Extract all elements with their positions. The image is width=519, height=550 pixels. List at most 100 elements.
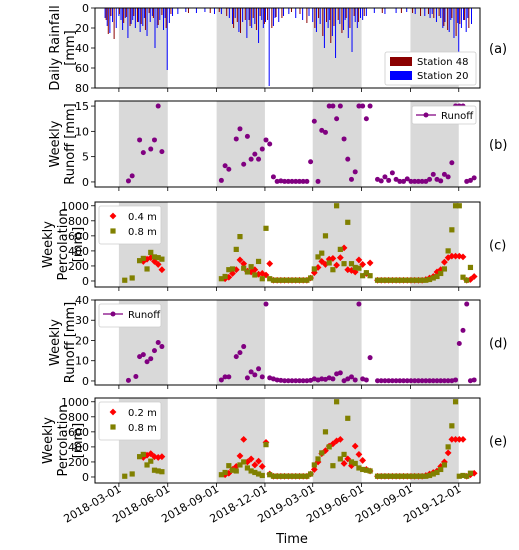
data-point [334, 203, 340, 209]
data-point [248, 369, 254, 375]
data-point [412, 178, 418, 184]
data-point [389, 378, 395, 384]
data-point [270, 473, 277, 479]
data-point [419, 178, 425, 184]
data-point [341, 451, 347, 458]
y-tick-label: 400 [68, 245, 89, 258]
panel-c: 0 200 400 600 800 1000 (c) WeeklyPercolation[mm… [41, 200, 506, 291]
data-point [151, 254, 158, 260]
shaded-season [312, 8, 362, 88]
data-point [430, 275, 436, 281]
data-point [125, 178, 131, 184]
data-point [386, 177, 392, 183]
data-point [255, 258, 262, 265]
data-point [455, 435, 463, 443]
panel-e: 0 200 400 600 800 1000 (e) WeeklyPercolation[mm… [41, 396, 507, 487]
legend-swatch [390, 71, 412, 80]
data-point [263, 442, 269, 448]
data-point [267, 276, 273, 282]
data-point [441, 462, 448, 468]
data-point [401, 378, 407, 384]
data-point [140, 451, 146, 458]
y-tick-label: 800 [68, 411, 89, 424]
legend-swatch [390, 57, 412, 66]
data-point [438, 378, 444, 384]
data-point [378, 178, 384, 184]
data-point [445, 378, 451, 384]
data-point [352, 264, 358, 271]
data-point [270, 174, 276, 180]
data-point [345, 376, 351, 382]
data-point [304, 277, 310, 283]
data-point [155, 103, 161, 109]
data-point [289, 378, 295, 384]
data-point [360, 273, 366, 279]
data-point [158, 453, 166, 461]
legend-marker [109, 212, 117, 220]
data-point [315, 178, 321, 184]
data-point [258, 463, 266, 470]
data-point [285, 178, 291, 184]
shaded-season [118, 101, 168, 187]
data-point [449, 378, 455, 384]
data-point [259, 276, 265, 282]
data-point [229, 467, 236, 473]
data-point [314, 458, 322, 466]
data-point [289, 277, 295, 283]
data-point [285, 277, 291, 283]
y-axis-label-line: [mm] [71, 227, 86, 262]
data-point [467, 177, 473, 183]
data-point [151, 467, 158, 473]
data-point [438, 178, 444, 184]
panel-label: (e) [489, 435, 507, 450]
data-point [460, 327, 466, 333]
legend-label: 0.4 m [128, 212, 157, 223]
data-point [326, 444, 332, 450]
data-point [308, 159, 314, 165]
data-point [459, 253, 467, 261]
data-point [241, 344, 247, 350]
legend-box [411, 105, 477, 125]
axes-frame [94, 201, 481, 288]
data-point [397, 378, 403, 384]
data-point [330, 463, 336, 469]
data-point [240, 260, 248, 268]
data-point [251, 461, 259, 469]
data-point [300, 378, 306, 384]
data-point [330, 376, 336, 382]
axes-frame [94, 100, 481, 188]
data-point [367, 273, 373, 279]
data-point [274, 473, 280, 479]
data-point [444, 449, 452, 457]
data-point [137, 137, 143, 143]
data-point [322, 429, 329, 435]
data-point [404, 277, 410, 283]
legend-marker [109, 408, 117, 416]
panel-label: (a) [489, 42, 507, 57]
y-tick-label: 0 [82, 2, 89, 15]
data-point [355, 256, 363, 264]
data-point [144, 266, 150, 272]
data-point [449, 423, 455, 429]
data-point [441, 378, 447, 384]
shaded-season [216, 398, 265, 483]
panel-label: (b) [489, 138, 507, 153]
data-point [393, 277, 399, 283]
data-point [378, 473, 384, 479]
data-point [400, 473, 407, 479]
data-point [467, 264, 474, 271]
data-point [389, 473, 395, 479]
data-point [304, 178, 310, 184]
data-point [244, 465, 251, 471]
data-point [333, 261, 341, 269]
data-point [345, 415, 351, 421]
data-point [259, 472, 265, 479]
data-point [382, 378, 388, 384]
legend-label: Station 20 [417, 71, 468, 82]
data-point [278, 178, 284, 184]
data-point [296, 473, 303, 479]
data-point [267, 141, 273, 147]
data-point [445, 444, 451, 450]
data-point [401, 178, 407, 184]
data-point [229, 266, 236, 272]
